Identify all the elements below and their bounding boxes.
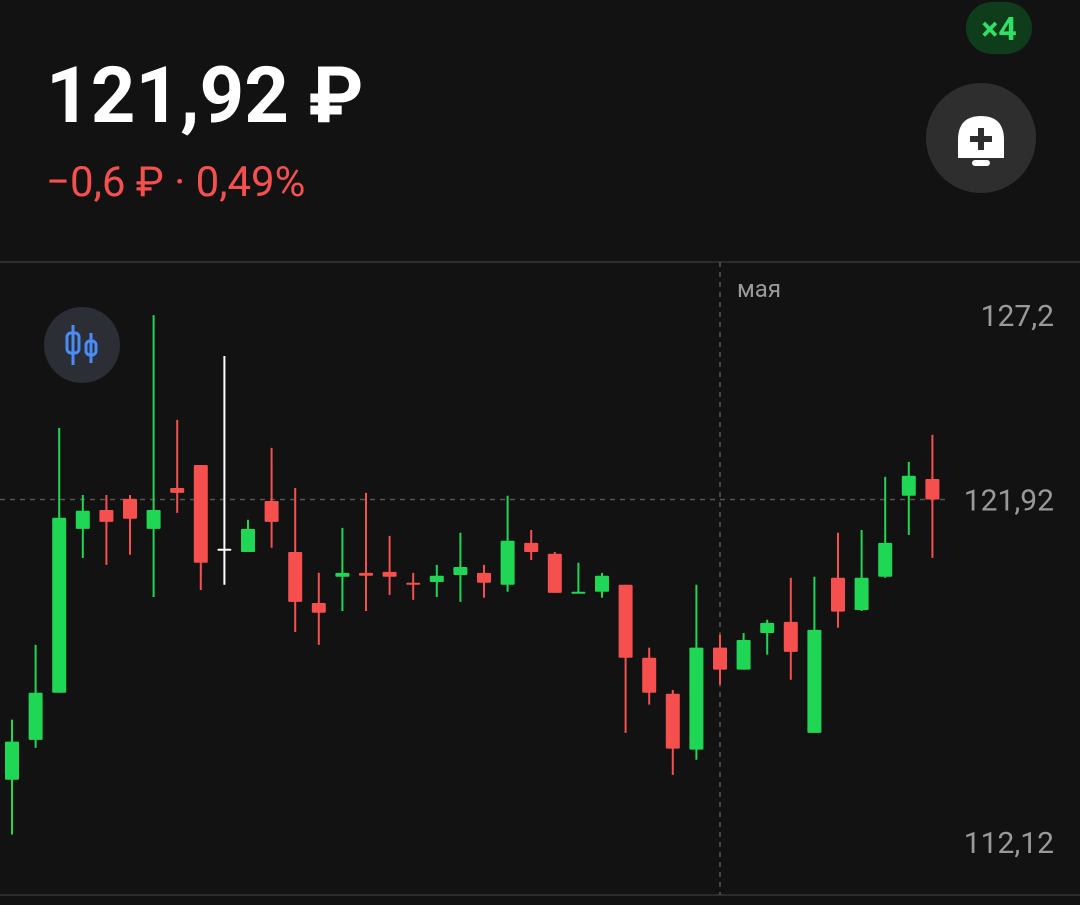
candle-body [453, 566, 468, 576]
candle-body [217, 548, 232, 551]
candle-body [193, 464, 208, 563]
candle-body [264, 500, 279, 522]
alert-button[interactable] [926, 83, 1036, 193]
price-change: −0,6 ₽ · 0,49% [46, 158, 305, 207]
candle-body [713, 647, 727, 670]
candle-body [689, 647, 704, 750]
candle-body [642, 657, 657, 693]
candle-body [760, 622, 775, 633]
candle-body [5, 741, 19, 780]
candle-body [925, 478, 940, 500]
chart-type-button[interactable] [44, 307, 120, 383]
candle-body [547, 553, 562, 593]
candle-body [335, 572, 350, 577]
candle-body [901, 475, 916, 496]
candle-body [831, 577, 845, 612]
plus-icon [970, 128, 992, 150]
candle-body [28, 692, 43, 740]
candle-body [736, 639, 751, 670]
y-tick-label: 112,12 [964, 826, 1054, 861]
candle-body [854, 577, 869, 610]
candle-body [123, 498, 137, 519]
chart-type-bg [44, 307, 120, 383]
candle-body [878, 542, 893, 577]
candle-body [241, 528, 255, 552]
candle-body [99, 510, 114, 522]
x-tick-label: мая [737, 275, 781, 303]
bell-clapper [972, 160, 990, 166]
candle-body [429, 575, 444, 582]
candle-body [477, 572, 491, 583]
candle-body [783, 621, 798, 652]
candle-body [571, 591, 586, 594]
chart-type-icon [65, 331, 81, 355]
candle-body [75, 510, 90, 529]
candle-body [311, 602, 326, 613]
candle-body [288, 551, 303, 602]
candle-body [595, 575, 609, 592]
candle-body [146, 510, 161, 529]
price: 121,92 ₽ [46, 51, 363, 142]
candle-body [807, 629, 822, 733]
candle-body [170, 488, 185, 493]
badge-text: ×4 [981, 10, 1016, 48]
candle-body [618, 584, 633, 658]
candle-body [52, 517, 67, 693]
y-tick-label: 121,92 [964, 484, 1054, 519]
plot: 112,12 121,92 127,2 мая [0, 262, 1054, 895]
badge-bg [966, 2, 1032, 54]
y-tick-label: 127,2 [981, 299, 1054, 334]
candle-body [406, 582, 421, 585]
chart-type-icon [84, 339, 98, 357]
candle-body [524, 542, 539, 552]
candle-body [382, 571, 397, 577]
candle-body [359, 572, 373, 576]
candle-body [500, 540, 515, 585]
multiplier-badge[interactable]: ×4 [966, 2, 1032, 54]
candle-body [665, 693, 680, 749]
